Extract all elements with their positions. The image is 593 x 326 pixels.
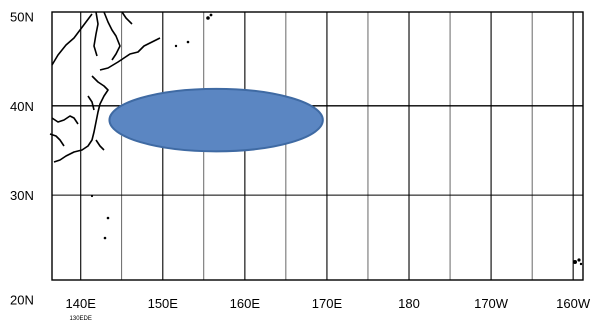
longitude-label: 160W <box>556 296 591 311</box>
anomaly-region-ellipse <box>108 87 324 153</box>
longitude-labels: 140E 150E 160E 170E 180 170W 160W <box>66 296 591 311</box>
longitude-label: 150E <box>148 296 179 311</box>
latitude-label: 40N <box>10 99 34 114</box>
small-longitude-note: 130EDE <box>70 316 92 322</box>
longitude-label: 140E <box>66 296 97 311</box>
longitude-label: 170E <box>312 296 343 311</box>
latitude-label: 50N <box>10 9 34 24</box>
map-frame <box>51 11 584 281</box>
coastline-japan-kuril <box>49 11 161 163</box>
latitude-label: 20N <box>10 292 34 307</box>
lat-lon-grid <box>52 12 583 280</box>
latitude-labels: 50N 40N 30N 20N <box>10 9 34 307</box>
longitude-label: 180 <box>398 296 420 311</box>
small-islands <box>90 13 583 266</box>
longitude-label: 160E <box>230 296 261 311</box>
longitude-label: 170W <box>474 296 509 311</box>
latitude-label: 30N <box>10 188 34 203</box>
